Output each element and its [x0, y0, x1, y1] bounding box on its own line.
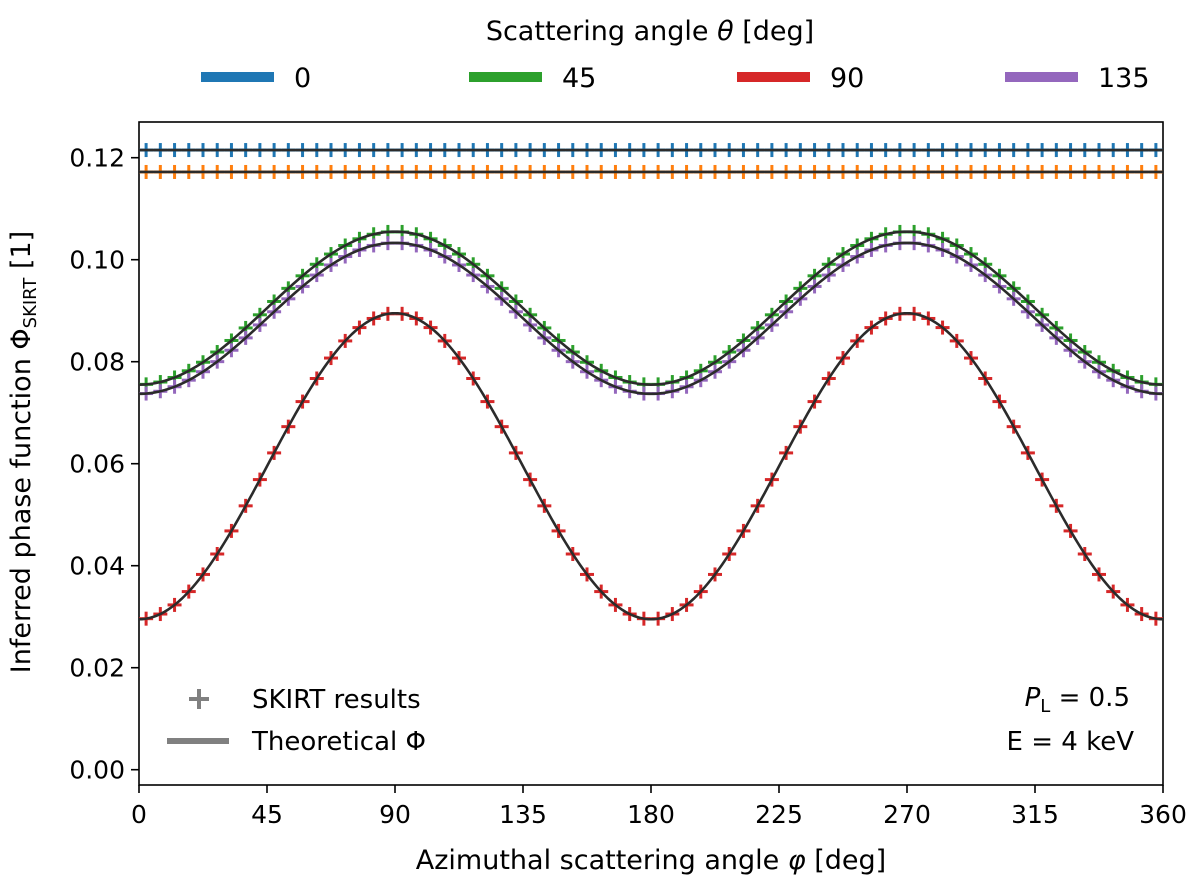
x-tick-label: 0 — [131, 800, 147, 829]
x-tick-label: 90 — [379, 800, 411, 829]
x-axis-label: Azimuthal scattering angle φ [deg] — [416, 845, 886, 876]
legend-label-theta-90: 90 — [830, 63, 864, 94]
legend-label-theta-45: 45 — [562, 63, 596, 94]
y-tick-label: 0.02 — [69, 654, 125, 683]
y-tick-label: 0.04 — [69, 552, 125, 581]
x-axis: 0 45 90 135 180 225 270 315 360 — [131, 785, 1187, 829]
y-tick-label: 0.12 — [69, 144, 125, 173]
energy-label: E = 4 keV — [1007, 727, 1135, 757]
y-tick-label: 0.10 — [69, 246, 125, 275]
legend-label-theta-135: 135 — [1098, 63, 1150, 94]
y-tick-label: 0.00 — [69, 756, 125, 785]
theory-curve-theta-90 — [138, 311, 1164, 621]
legend-label-theory: Theoretical Φ — [251, 727, 426, 757]
theory-curves — [138, 148, 1164, 621]
x-tick-label: 45 — [251, 800, 283, 829]
theory-curve-theta-135 — [138, 241, 1164, 396]
y-axis: 0.00 0.02 0.04 0.06 0.08 0.10 0.12 — [69, 144, 139, 785]
x-tick-label: 360 — [1139, 800, 1187, 829]
legend-label-skirt: SKIRT results — [252, 685, 421, 715]
x-tick-label: 315 — [1011, 800, 1059, 829]
polarization-label: PL = 0.5 — [1025, 683, 1130, 717]
legend-title: Scattering angle θ [deg] — [486, 16, 814, 47]
x-tick-label: 135 — [499, 800, 547, 829]
legend-marker-skirt — [189, 689, 209, 709]
y-tick-label: 0.08 — [69, 348, 125, 377]
y-tick-label: 0.06 — [69, 450, 125, 479]
legend-label-theta-0: 0 — [294, 63, 311, 94]
x-tick-label: 225 — [755, 800, 803, 829]
y-axis-label: Inferred phase function ΦSKIRT [1] — [6, 231, 41, 673]
x-tick-label: 180 — [627, 800, 675, 829]
marker-legend: SKIRT results Theoretical Φ — [167, 685, 426, 757]
theory-curve-theta-45 — [138, 230, 1164, 386]
parameter-annotation: PL = 0.5 E = 4 keV — [1007, 683, 1135, 757]
x-tick-label: 270 — [883, 800, 931, 829]
